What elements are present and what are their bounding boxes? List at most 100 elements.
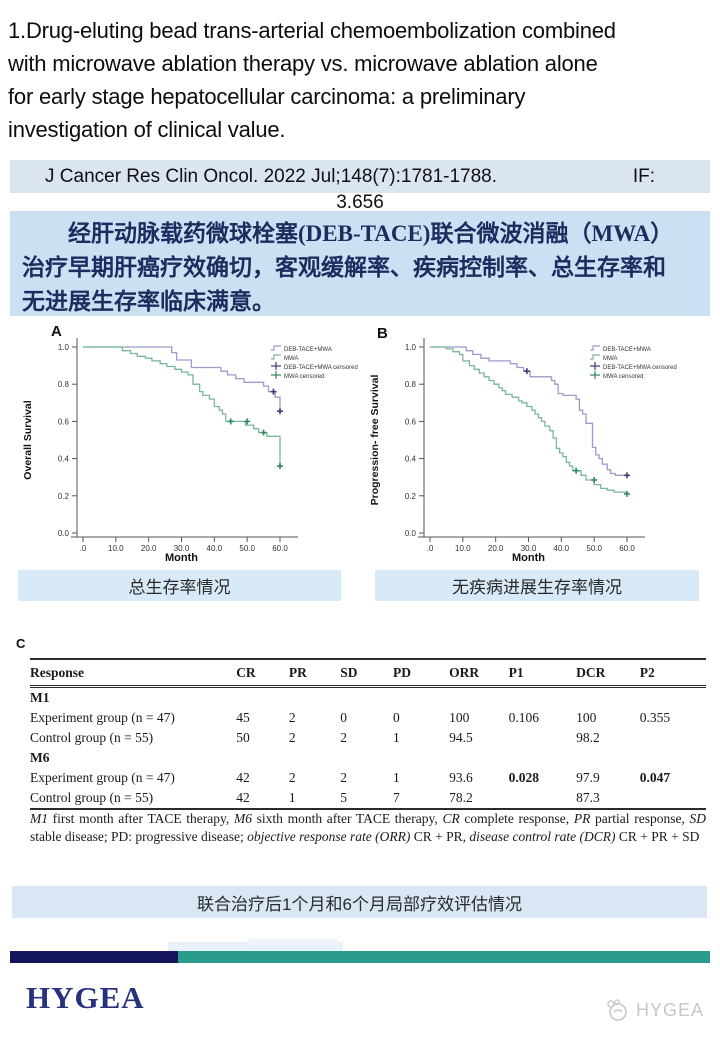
table-header-cell: SD <box>340 659 393 688</box>
svg-text:40.0: 40.0 <box>207 544 223 553</box>
impact-factor-label: IF: <box>632 165 655 187</box>
footnote-segment: CR + PR + SD <box>615 828 700 844</box>
table-cell <box>640 748 706 768</box>
svg-text:Progression- free Survival: Progression- free Survival <box>369 375 381 506</box>
svg-text:30.0: 30.0 <box>521 544 537 553</box>
response-table: Response CR PR SD PD ORR P1 DCR P2 M1 Experiment g… <box>30 658 706 810</box>
footer-bar-teal <box>178 951 710 963</box>
paper-title: 1.Drug-eluting bead trans-arterial chemo… <box>8 18 616 142</box>
footnote-segment: SD <box>689 811 707 826</box>
svg-text:0.4: 0.4 <box>405 455 417 464</box>
hygea-watermark: HYGEA <box>604 997 704 1023</box>
svg-text:10.0: 10.0 <box>108 544 124 553</box>
table-cell <box>640 728 706 748</box>
table-cell: 100 <box>449 710 470 725</box>
table-cell: 93.6 <box>449 770 473 785</box>
table-cell: 98.2 <box>576 730 600 745</box>
table-cell: 2 <box>288 770 296 785</box>
hygea-watermark-text: HYGEA <box>636 999 705 1020</box>
table-cell <box>509 748 577 768</box>
table-cell: 7 <box>393 790 400 805</box>
svg-text:DEB-TACE+MWA: DEB-TACE+MWA <box>603 347 651 353</box>
svg-text:40.0: 40.0 <box>554 544 570 553</box>
table-cell <box>236 748 289 768</box>
caption-local-efficacy: 联合治疗后1个月和6个月局部疗效评估情况 <box>12 886 707 918</box>
table-cell <box>509 687 577 709</box>
footnote-segment: partial response, <box>590 811 690 826</box>
response-table-container: Response CR PR SD PD ORR P1 DCR P2 M1 Experiment g… <box>30 658 706 810</box>
svg-text:30.0: 30.0 <box>174 544 190 553</box>
table-cell: 0 <box>340 710 348 725</box>
panel-a-label: A <box>51 323 62 340</box>
table-cell <box>640 788 706 809</box>
table-cell <box>340 687 393 709</box>
footnote-segment: sixth month after TACE therapy, <box>251 811 443 826</box>
row-label: Experiment group (n = 47) <box>30 710 175 725</box>
svg-text:60.0: 60.0 <box>619 544 635 553</box>
table-cell <box>509 788 577 809</box>
svg-text:0.6: 0.6 <box>405 417 417 426</box>
svg-text:0.2: 0.2 <box>58 492 70 501</box>
table-cell: 1 <box>288 790 296 805</box>
svg-text:0.0: 0.0 <box>405 529 417 538</box>
svg-text:MWA: MWA <box>603 356 617 362</box>
table-cell: 87.3 <box>576 790 600 805</box>
row-label: Control group (n = 55) <box>30 730 154 745</box>
table-cell <box>393 748 449 768</box>
svg-text:20.0: 20.0 <box>141 544 157 553</box>
svg-text:1.0: 1.0 <box>405 343 417 352</box>
table-footnote: M1 first month after TACE therapy, M6 si… <box>30 810 706 845</box>
table-row: Control group (n = 55) 42 1 5 7 78.2 87.3 <box>30 788 706 809</box>
svg-text:MWA: MWA <box>284 356 298 362</box>
table-row: M1 <box>30 687 706 709</box>
footnote-segment: M6 <box>233 811 252 826</box>
table-cell: 2 <box>288 710 296 725</box>
svg-text:DEB-TACE+MWA censored: DEB-TACE+MWA censored <box>603 365 677 371</box>
svg-text:20.0: 20.0 <box>488 544 504 553</box>
footer-bar-navy <box>10 951 178 963</box>
svg-text:Overall Survival: Overall Survival <box>22 400 34 479</box>
impact-factor-value: 3.656 <box>336 193 384 210</box>
citation-text: J Cancer Res Clin Oncol. 2022 Jul;148(7)… <box>45 165 498 187</box>
table-header-cell: P1 <box>508 659 577 688</box>
hygea-logo: HYGEA <box>26 980 145 1015</box>
svg-text:DEB-TACE+MWA censored: DEB-TACE+MWA censored <box>284 365 358 371</box>
table-cell: 0 <box>393 710 400 725</box>
svg-text:50.0: 50.0 <box>239 544 255 553</box>
svg-text:1.0: 1.0 <box>58 343 70 352</box>
table-cell: 45 <box>236 710 250 725</box>
table-cell: 1 <box>393 770 400 785</box>
table-header-cell: CR <box>236 659 289 688</box>
table-cell: 97.9 <box>576 770 600 785</box>
table-cell: 42 <box>236 770 250 785</box>
table-cell <box>236 687 289 709</box>
panel-b-label: B <box>377 325 388 342</box>
faded-watermark-streak <box>168 942 343 951</box>
svg-text:MWA censored: MWA censored <box>603 374 643 380</box>
row-label: Experiment group (n = 47) <box>30 770 175 785</box>
footnote-segment: disease control rate (DCR) <box>469 828 616 844</box>
chinese-summary: 经肝动脉载药微球栓塞(DEB-TACE)联合微波消融（MWA） 治疗早期肝癌疗效… <box>10 211 710 316</box>
table-row: Experiment group (n = 47) 42 2 2 1 93.6 0.028 9… <box>30 768 706 788</box>
table-cell: 0.047 <box>639 770 671 785</box>
svg-text:Month: Month <box>512 552 545 564</box>
svg-text:0.8: 0.8 <box>405 380 417 389</box>
table-header-cell: DCR <box>576 659 640 688</box>
table-header-cell: PR <box>288 659 341 688</box>
table-cell: 2 <box>288 730 296 745</box>
hygea-watermark-icon <box>607 999 627 1021</box>
footnote-segment: objective response rate (ORR) <box>247 828 411 844</box>
table-cell: 94.5 <box>449 730 473 745</box>
table-cell: 50 <box>236 730 250 745</box>
km-plot-overall-survival: 0.0 0.2 0.4 0.6 0.8 1.0 .0 10.0 20.0 30.0 40.0 50.0… <box>22 338 358 564</box>
panel-c-label: C <box>16 636 26 651</box>
svg-text:50.0: 50.0 <box>586 544 602 553</box>
table-cell <box>340 748 393 768</box>
svg-text:Month: Month <box>165 552 198 564</box>
row-label: M6 <box>30 750 50 765</box>
table-cell <box>509 728 577 748</box>
footnote-segment: first month after TACE therapy, <box>48 811 234 826</box>
caption-progression-free: 无疾病进展生存率情况 <box>375 570 699 601</box>
footnote-segment: M1 <box>30 811 48 826</box>
svg-text:0.8: 0.8 <box>58 380 70 389</box>
